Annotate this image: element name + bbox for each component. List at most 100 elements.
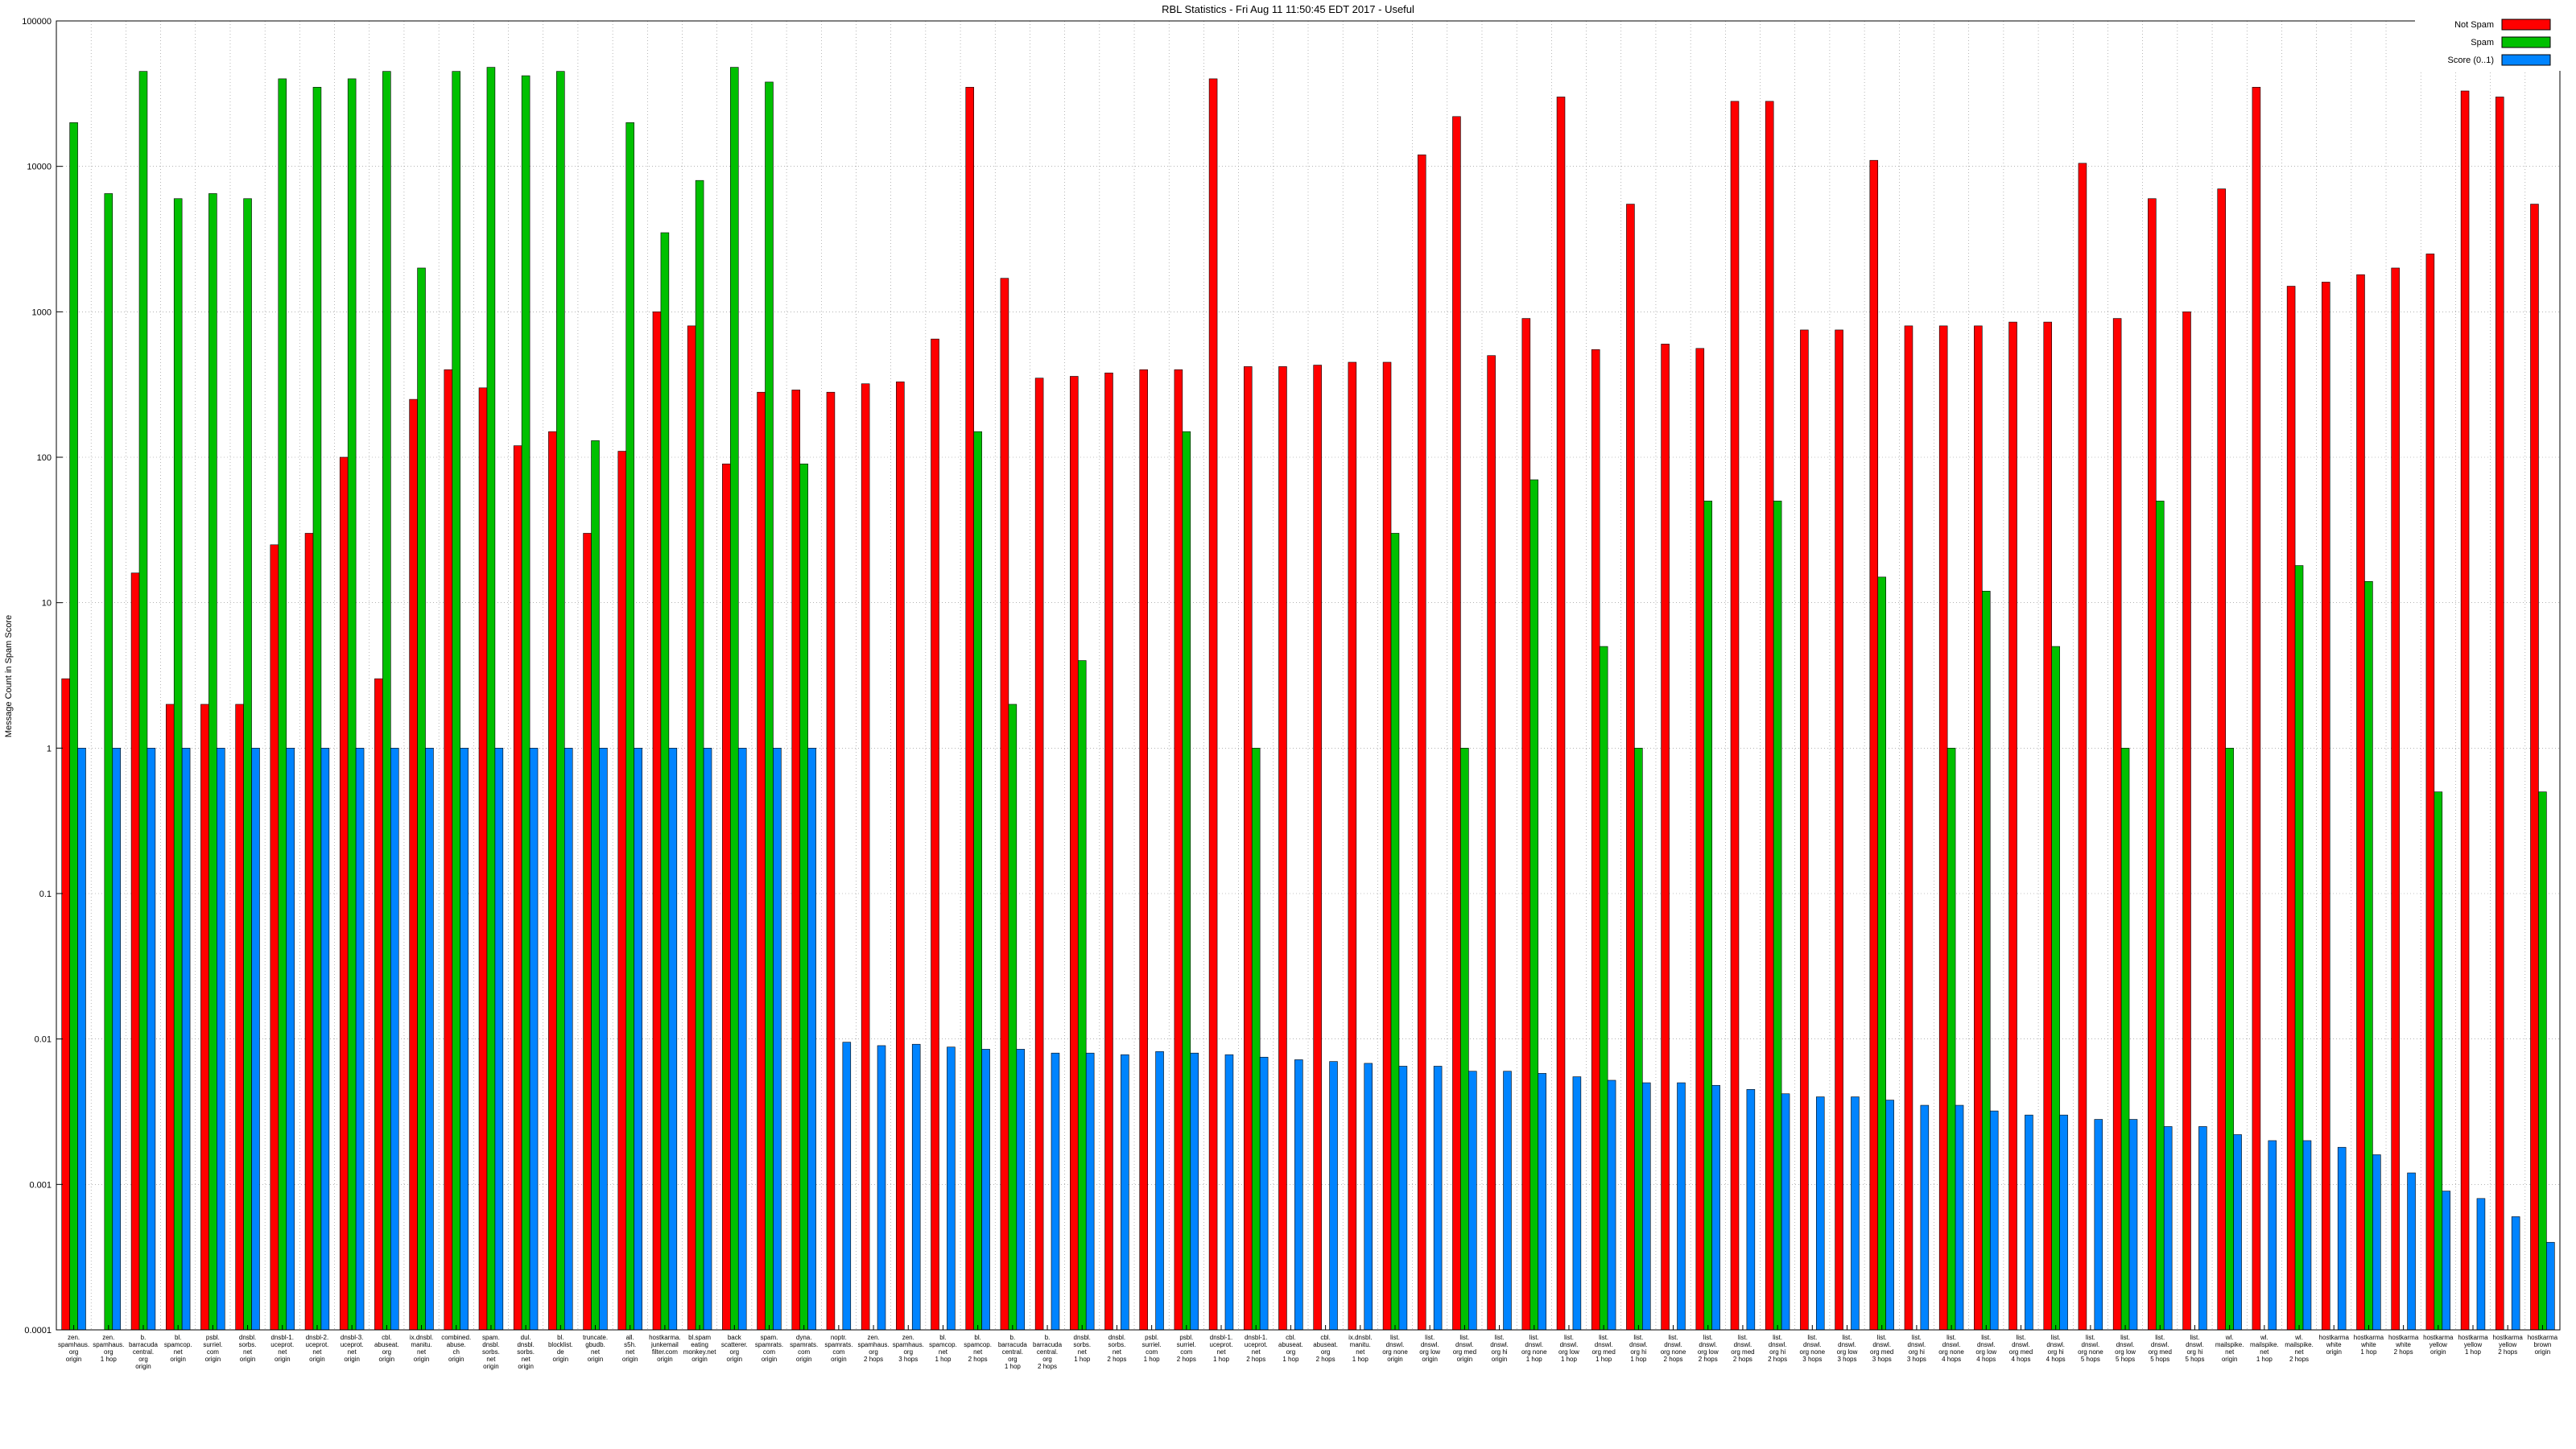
- x-tick-label: 2 hops: [1038, 1363, 1057, 1370]
- bar-not-spam-27: [1000, 278, 1009, 1331]
- bar-not-spam-28: [1034, 378, 1044, 1331]
- x-tick-label: origin: [588, 1356, 604, 1363]
- bar-score-0-1--44: [1607, 1080, 1616, 1331]
- x-tick-label: eating: [691, 1341, 708, 1348]
- y-tick-label: 0.001: [29, 1180, 52, 1190]
- x-tick-label: spam.: [482, 1334, 500, 1341]
- bar-score-0-1--36: [1329, 1061, 1338, 1331]
- bar-spam-11: [452, 71, 461, 1331]
- x-tick-label: hostkarma: [2354, 1334, 2384, 1341]
- bar-spam-38: [1390, 533, 1400, 1331]
- x-tick-label: dnswl.: [2012, 1341, 2030, 1348]
- x-tick-label: filter.com: [652, 1348, 678, 1356]
- bar-spam-44: [1599, 646, 1608, 1331]
- bar-spam-34: [1251, 748, 1261, 1331]
- x-tick-label: spam.: [761, 1334, 778, 1341]
- x-tick-label: 1 hop: [101, 1356, 118, 1363]
- bar-not-spam-45: [1626, 204, 1635, 1331]
- bar-score-0-1--3: [181, 748, 191, 1331]
- bar-not-spam-35: [1278, 366, 1287, 1331]
- bar-not-spam-49: [1765, 101, 1774, 1331]
- bar-spam-64: [2294, 565, 2304, 1331]
- x-tick-label: surriel.: [1177, 1341, 1196, 1348]
- x-tick-label: abuse.: [447, 1341, 466, 1348]
- gridlines: [56, 20, 2561, 1331]
- bar-spam-52: [1877, 576, 1886, 1331]
- bar-score-0-1--62: [2233, 1134, 2242, 1331]
- bar-not-spam-39: [1417, 155, 1426, 1331]
- x-tick-label: truncate.: [583, 1334, 608, 1341]
- x-tick-label: origin: [727, 1356, 743, 1363]
- bar-score-0-1--48: [1746, 1089, 1756, 1331]
- x-tick-label: monkey.net: [683, 1348, 717, 1356]
- x-tick-label: uceprot.: [270, 1341, 294, 1348]
- bar-not-spam-22: [826, 391, 836, 1331]
- bar-not-spam-69: [2460, 90, 2470, 1331]
- bar-not-spam-54: [1938, 325, 1948, 1331]
- x-tick-label: sorbs.: [1108, 1341, 1126, 1348]
- bar-spam-47: [1703, 501, 1713, 1331]
- x-tick-label: hostkarma: [2319, 1334, 2350, 1341]
- x-tick-label: org hi: [1769, 1348, 1785, 1356]
- x-tick-label: dnsbl-3.: [341, 1334, 363, 1341]
- x-tick-label: list.: [1459, 1334, 1469, 1341]
- bar-spam-8: [347, 78, 357, 1331]
- x-tick-label: bl.: [557, 1334, 564, 1341]
- x-tick-label: list.: [2051, 1334, 2061, 1341]
- x-tick-label: barracuda: [998, 1341, 1028, 1348]
- bar-not-spam-30: [1104, 372, 1113, 1331]
- x-tick-label: list.: [2155, 1334, 2165, 1341]
- x-tick-label: list.: [1390, 1334, 1400, 1341]
- bar-not-spam-34: [1244, 366, 1253, 1331]
- bar-not-spam-9: [374, 678, 383, 1331]
- x-tick-label: hostkarma: [2388, 1334, 2419, 1341]
- x-tick-label: central.: [1037, 1348, 1058, 1356]
- bar-spam-0: [69, 122, 78, 1331]
- bar-score-0-1--14: [564, 748, 573, 1331]
- bar-not-spam-47: [1695, 348, 1705, 1331]
- x-tick-label: dnswl.: [1872, 1341, 1891, 1348]
- x-tick-label: net: [973, 1348, 983, 1356]
- x-tick-label: origin: [1422, 1356, 1438, 1363]
- bar-not-spam-56: [2008, 321, 2017, 1331]
- x-tick-label: org med: [1731, 1348, 1754, 1356]
- x-tick-label: surriel.: [203, 1341, 222, 1348]
- x-tick-label: org none: [1800, 1348, 1826, 1356]
- x-tick-label: dnsbl.: [1074, 1334, 1091, 1341]
- x-tick-label: 1 hop: [1074, 1356, 1091, 1363]
- x-tick-label: list.: [1564, 1334, 1574, 1341]
- x-tick-label: org hi: [2186, 1348, 2202, 1356]
- bar-score-0-1--50: [1815, 1096, 1825, 1331]
- bar-score-0-1--58: [2094, 1119, 2103, 1331]
- x-tick-label: bl.: [939, 1334, 946, 1341]
- x-tick-label: dnswl.: [2116, 1341, 2135, 1348]
- bar-spam-20: [765, 81, 774, 1331]
- x-tick-label: org hi: [1909, 1348, 1925, 1356]
- x-tick-label: net: [2294, 1348, 2304, 1356]
- x-tick-label: spamcop.: [964, 1341, 992, 1348]
- x-tick-label: org: [382, 1348, 392, 1356]
- bar-not-spam-66: [2356, 274, 2365, 1331]
- x-tick-label: spamhaus.: [893, 1341, 924, 1348]
- bar-not-spam-37: [1348, 361, 1357, 1331]
- x-tick-label: dnsbl-1.: [271, 1334, 294, 1341]
- x-tick-label: list.: [1946, 1334, 1956, 1341]
- x-tick-label: com: [763, 1348, 775, 1356]
- x-tick-label: origin: [414, 1356, 430, 1363]
- x-tick-label: org none: [1382, 1348, 1408, 1356]
- bar-score-0-1--24: [911, 1043, 921, 1331]
- bar-spam-27: [1008, 704, 1018, 1331]
- x-tick-label: hostkarma: [2458, 1334, 2488, 1341]
- x-tick-label: org low: [1837, 1348, 1858, 1356]
- bar-not-spam-55: [1974, 325, 1983, 1331]
- x-tick-label: net: [939, 1348, 948, 1356]
- bar-score-0-1--23: [877, 1045, 886, 1331]
- x-tick-label: barracuda: [129, 1341, 159, 1348]
- x-tick-label: zen.: [902, 1334, 914, 1341]
- x-tick-label: hostkarma: [2528, 1334, 2558, 1341]
- bar-not-spam-26: [965, 87, 974, 1331]
- x-tick-label: dnswl.: [1699, 1341, 1717, 1348]
- x-tick-label: net: [625, 1348, 635, 1356]
- bar-score-0-1--4: [217, 748, 225, 1331]
- bar-spam-62: [2225, 748, 2234, 1331]
